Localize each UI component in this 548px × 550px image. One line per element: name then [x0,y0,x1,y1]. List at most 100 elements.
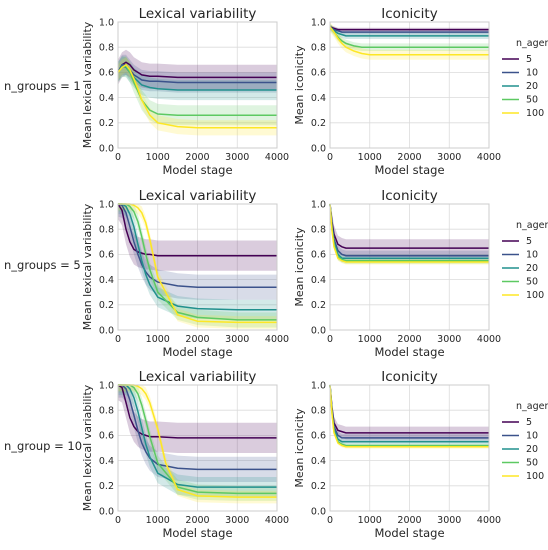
panel-title: Iconicity [381,188,437,204]
y-tick-label: 0.0 [311,143,326,154]
x-tick-label: 3000 [225,334,249,345]
ci-band-50 [330,23,489,51]
x-tick-label: 4000 [265,515,289,526]
x-tick-label: 2000 [185,334,209,345]
ci-band-5 [330,204,489,257]
y-tick-label: 0.8 [311,225,326,236]
y-tick-label: 0.0 [99,506,114,517]
legend-entry-10: 10 [526,431,538,442]
panel-title: Lexical variability [139,188,257,204]
series-line-5 [329,26,489,31]
y-tick-label: 0.6 [311,68,326,79]
row-label-1: n_groups = 1 [4,79,81,93]
ci-band-100 [118,57,277,136]
x-axis-label: Model stage [374,526,444,540]
ci-band-20 [118,385,277,498]
panel-6: 0 1000 2000 3000 4000 0.0 0.2 0.4 0.6 0.8 1.0 Iconi… [293,369,501,540]
x-tick-label: 3000 [437,152,461,163]
series-line-5 [117,61,277,79]
x-tick-label: 3000 [437,515,461,526]
series-line-100 [329,203,489,263]
plot-frame [117,203,278,331]
y-tick-label: 0.0 [311,325,326,336]
legend: n_agents 5 10 20 50 100 [502,38,548,119]
ci-band-100 [330,22,489,60]
y-tick-label: 1.0 [311,17,326,28]
y-tick-label: 0.0 [99,325,114,336]
y-tick-label: 0.8 [311,406,326,417]
x-tick-label: 4000 [265,152,289,163]
y-axis-label: Mean iconicity [293,408,306,488]
x-tick-label: 2000 [185,152,209,163]
y-axis-label: Mean lexical variability [81,21,94,148]
series-line-100 [329,384,489,448]
y-tick-label: 0.0 [311,506,326,517]
series-line-100 [117,63,277,129]
x-tick-label: 4000 [477,515,501,526]
ci-band-5 [118,204,277,271]
legend-entry-50: 50 [526,458,538,469]
x-axis-label: Model stage [374,163,444,177]
plot-frame [329,384,490,512]
ci-band-5 [118,49,277,90]
x-tick-label: 1000 [146,334,170,345]
y-tick-label: 0.4 [311,456,326,467]
x-axis-label: Model stage [162,526,232,540]
ci-band-5 [330,385,489,440]
x-axis-label: Model stage [162,163,232,177]
legend-entry-100: 100 [526,471,544,482]
y-tick-label: 1.0 [311,199,326,210]
legend-title: n_agents [516,401,548,412]
ci-band-100 [118,204,277,329]
x-axis-label: Model stage [162,345,232,359]
y-axis-label: Mean iconicity [293,227,306,307]
x-axis-label: Model stage [374,345,444,359]
legend-entry-100: 100 [526,108,544,119]
y-tick-label: 0.2 [311,300,326,311]
legend-entry-20: 20 [526,444,538,455]
x-tick-label: 3000 [437,334,461,345]
row-label-3: n_group = 10 [4,439,83,453]
y-tick-label: 0.8 [311,43,326,54]
legend-title: n_agents [516,38,548,49]
legend-entry-20: 20 [526,263,538,274]
y-tick-label: 0.0 [99,143,114,154]
x-tick-label: 2000 [397,334,421,345]
panel-2: 0 1000 2000 3000 4000 0.0 0.2 0.4 0.6 0.8 1.0 Iconi… [293,6,501,177]
y-tick-label: 1.0 [99,199,114,210]
x-tick-label: 3000 [225,152,249,163]
plot-frame [117,21,278,149]
y-tick-label: 0.6 [311,250,326,261]
y-axis-label: Mean lexical variability [81,384,94,511]
y-tick-label: 0.8 [99,406,114,417]
ci-band-50 [118,385,277,501]
legend-entry-5: 5 [526,236,532,247]
ci-band-100 [118,385,277,504]
y-tick-label: 0.2 [311,481,326,492]
y-tick-label: 0.8 [99,225,114,236]
series-line-20 [118,203,277,311]
x-tick-label: 0 [327,334,333,345]
ci-band-10 [330,385,489,442]
x-tick-label: 0 [115,334,121,345]
series-line-100 [329,26,489,56]
series-line-20 [329,26,489,37]
legend-entry-100: 100 [526,290,544,301]
plot-frame [329,21,490,149]
y-tick-label: 0.8 [99,43,114,54]
plot-frame [117,384,278,512]
panel-title: Lexical variability [139,369,257,385]
legend-title: n_agents [516,220,548,231]
x-tick-label: 3000 [225,515,249,526]
y-axis-label: Mean lexical variability [81,203,94,330]
y-tick-label: 0.4 [99,93,114,104]
y-tick-label: 0.2 [99,481,114,492]
y-tick-label: 0.6 [99,250,114,261]
panel-3: 0 1000 2000 3000 4000 0.0 0.2 0.4 0.6 0.8 1.0 Lexic… [81,188,289,359]
legend-entry-5: 5 [526,417,532,428]
panel-title: Iconicity [381,369,437,385]
panel-title: Iconicity [381,6,437,22]
x-tick-label: 1000 [358,515,382,526]
x-tick-label: 0 [115,515,121,526]
